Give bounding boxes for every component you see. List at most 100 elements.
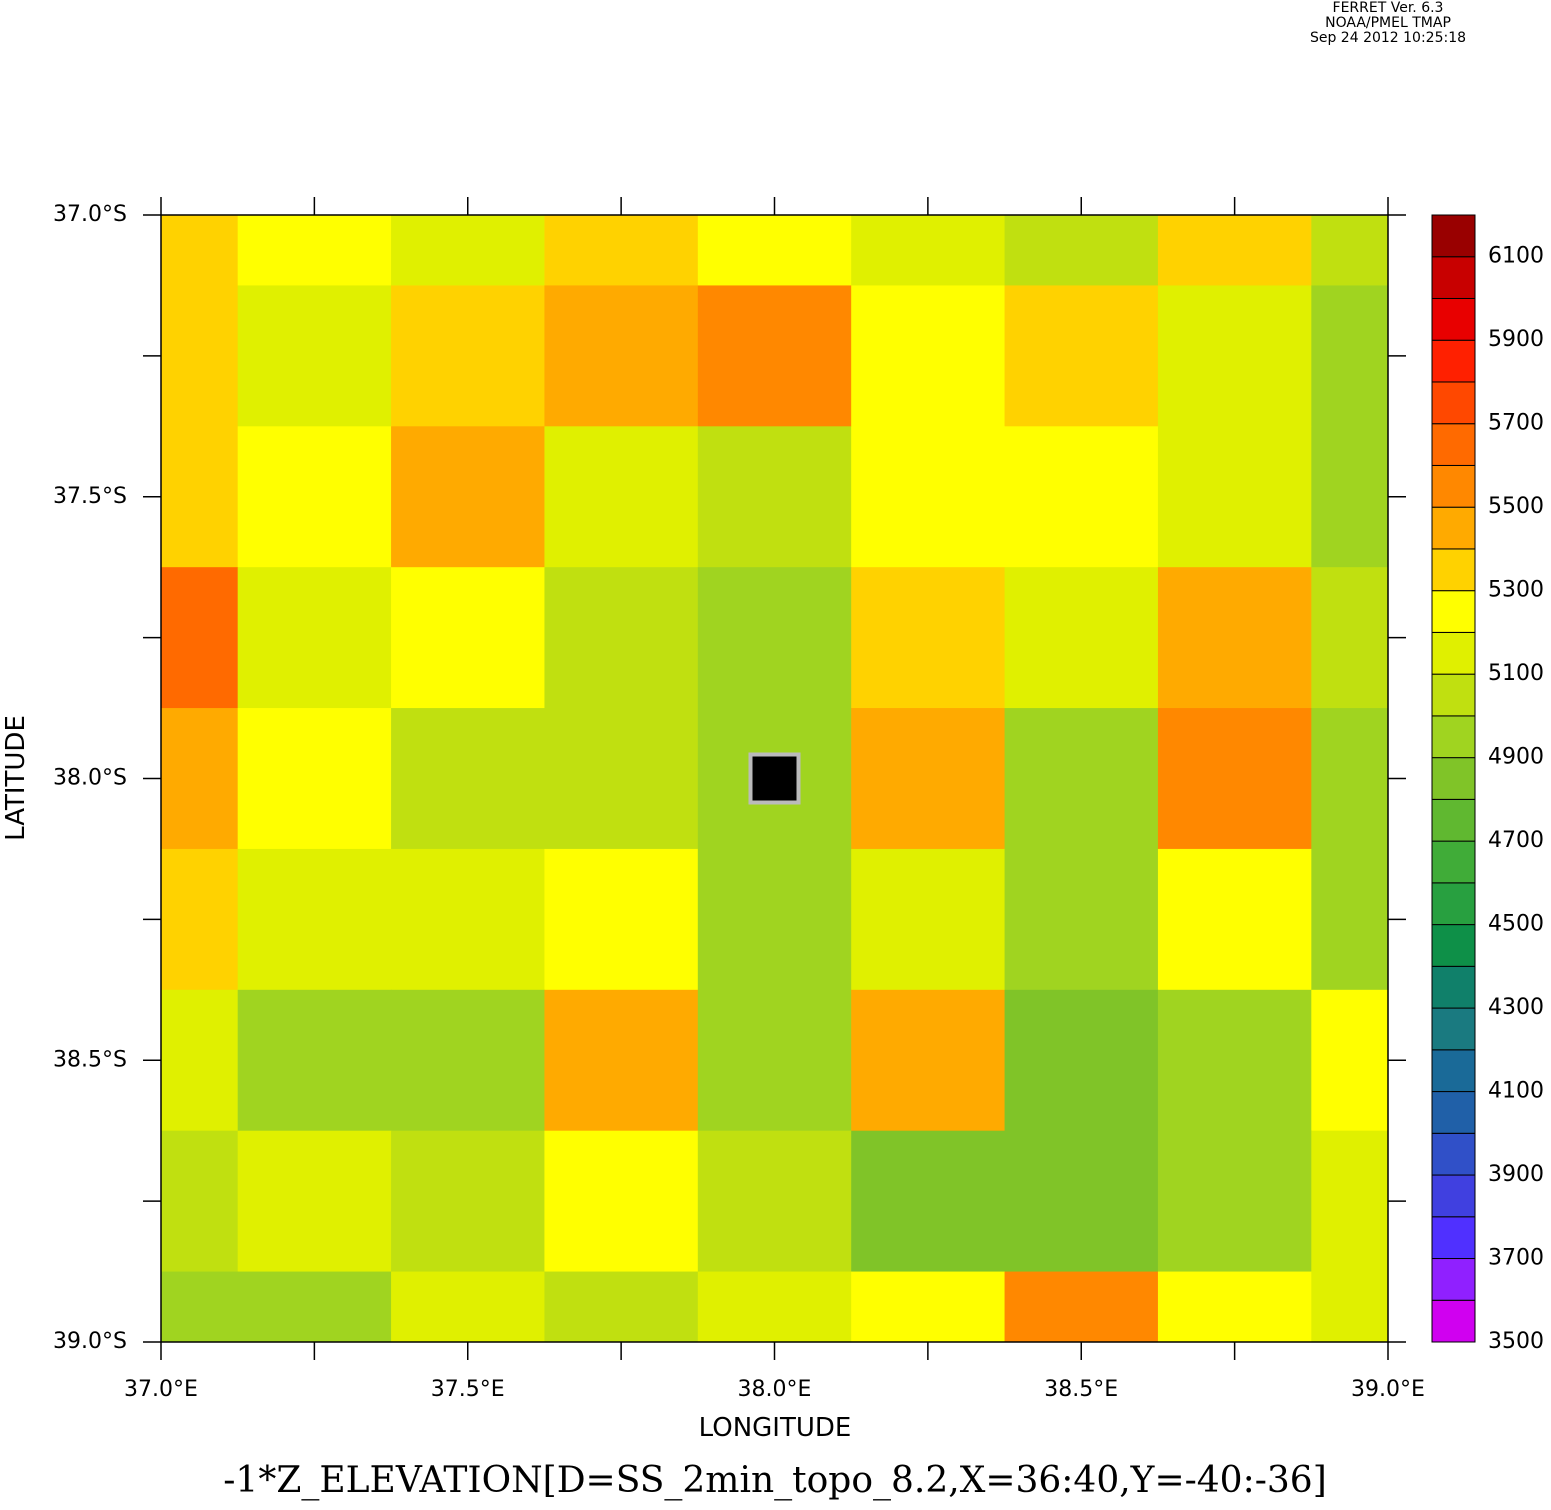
contour-cell — [544, 567, 699, 709]
contour-cell — [1157, 215, 1312, 286]
colorbar-band — [1431, 631, 1476, 675]
colorbar-band — [1431, 1299, 1476, 1343]
colorbar-label: 5500 — [1488, 494, 1544, 519]
chart-title: -1*Z_ELEVATION[D=SS_2min_topo_8.2,X=36:4… — [223, 1460, 1326, 1501]
contour-cell — [391, 708, 545, 850]
contour-cell — [544, 989, 699, 1132]
contour-cell — [544, 848, 699, 991]
contour-cell — [1004, 989, 1159, 1132]
contour-cell — [391, 426, 545, 568]
contour-cell — [1157, 426, 1312, 568]
contour-cell — [161, 848, 239, 991]
colorbar-band — [1431, 757, 1476, 800]
contour-cell — [237, 567, 392, 709]
contour-cell — [544, 708, 699, 850]
contour-cell — [391, 285, 545, 427]
colorbar-label: 4300 — [1488, 995, 1544, 1020]
colorbar-band — [1431, 1049, 1476, 1093]
contour-cell — [1157, 708, 1312, 850]
contour-cell — [237, 285, 392, 427]
colorbar-band — [1431, 464, 1476, 508]
contour-cell — [1311, 426, 1388, 568]
contour-cell — [697, 215, 852, 286]
contour-cell — [1311, 848, 1388, 991]
colorbar-label: 4500 — [1488, 912, 1544, 937]
contour-cell — [161, 708, 239, 850]
contour-cell — [851, 848, 1006, 991]
y-axis-label: LATITUDE — [1, 715, 31, 841]
contour-cell — [1004, 708, 1159, 850]
y-tick-label: 37.5°S — [53, 484, 127, 509]
contour-cell — [1157, 1271, 1312, 1342]
contour-cell — [391, 1130, 545, 1273]
contour-cell — [697, 989, 852, 1132]
contour-cell — [1311, 989, 1388, 1132]
contour-cell — [237, 848, 392, 991]
contour-cell — [544, 215, 699, 286]
contour-cell — [1311, 1271, 1388, 1342]
contour-cell — [697, 567, 852, 709]
contour-cell — [161, 1130, 239, 1273]
contour-cell — [1004, 567, 1159, 709]
colorbar-label: 3500 — [1488, 1329, 1544, 1354]
colorbar-band — [1431, 339, 1476, 383]
contour-cell — [851, 989, 1006, 1132]
contour-cell — [1157, 848, 1312, 991]
x-tick-label: 38.0°E — [738, 1377, 812, 1402]
contour-cell — [1311, 708, 1388, 850]
colorbar-label: 5100 — [1488, 661, 1544, 686]
header-line: FERRET Ver. 6.3 — [1333, 0, 1444, 16]
contour-field — [161, 215, 1388, 1342]
contour-cell — [391, 1271, 545, 1342]
contour-cell — [1004, 1271, 1159, 1342]
contour-cell — [697, 848, 852, 991]
colorbar-band — [1431, 798, 1476, 842]
contour-cell — [851, 426, 1006, 568]
contour-cell — [391, 215, 545, 286]
contour-cell — [391, 567, 545, 709]
colorbar-band — [1431, 214, 1476, 258]
colorbar-label: 4700 — [1488, 828, 1544, 853]
colorbar-label: 3900 — [1488, 1162, 1544, 1187]
colorbar-label: 4900 — [1488, 745, 1544, 770]
colorbar-band — [1431, 297, 1476, 341]
colorbar-band — [1431, 840, 1476, 884]
contour-cell — [1157, 989, 1312, 1132]
contour-cell — [1157, 1130, 1312, 1273]
colorbar-band — [1431, 673, 1476, 717]
contour-cell — [1157, 285, 1312, 427]
contour-cell — [851, 1271, 1006, 1342]
contour-cell — [544, 1271, 699, 1342]
y-tick-label: 39.0°S — [53, 1329, 127, 1354]
colorbar-band — [1431, 1174, 1476, 1218]
colorbar-band — [1431, 1132, 1476, 1176]
contour-cell — [1004, 848, 1159, 991]
contour-cell — [544, 285, 699, 427]
contour-cell — [237, 426, 392, 568]
contour-cell — [161, 215, 239, 286]
colorbar-label: 5900 — [1488, 327, 1544, 352]
colorbar-label: 5700 — [1488, 411, 1544, 436]
colorbar-band — [1431, 381, 1476, 425]
contour-cell — [161, 567, 239, 709]
colorbar-band — [1431, 965, 1476, 1009]
colorbar-band — [1431, 1258, 1476, 1301]
contour-cell — [544, 426, 699, 568]
x-axis-label: LONGITUDE — [699, 1413, 852, 1443]
colorbar-label: 6100 — [1488, 244, 1544, 269]
contour-cell — [697, 1271, 852, 1342]
contour-cell — [161, 1271, 239, 1342]
contour-cell — [1311, 567, 1388, 709]
contour-cell — [237, 215, 392, 286]
contour-cell — [1311, 215, 1388, 286]
contour-cell — [161, 989, 239, 1132]
colorbar-band — [1431, 1091, 1476, 1134]
colorbar-band — [1431, 1007, 1476, 1051]
colorbar-band — [1431, 1216, 1476, 1260]
colorbar-label: 3700 — [1488, 1246, 1544, 1271]
contour-cell — [697, 426, 852, 568]
header-line: NOAA/PMEL TMAP — [1325, 15, 1451, 31]
colorbar-band — [1431, 715, 1476, 759]
x-tick-label: 39.0°E — [1351, 1377, 1425, 1402]
